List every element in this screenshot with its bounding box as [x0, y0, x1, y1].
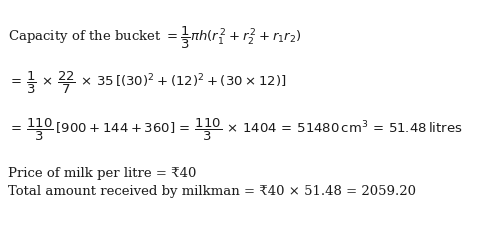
Text: Capacity of the bucket $= \dfrac{1}{3}\pi h(r_1^{\,2}+r_2^{\,2}+r_1r_2)$: Capacity of the bucket $= \dfrac{1}{3}\p… — [8, 25, 302, 51]
Text: $=\,\dfrac{1}{3}\,\times\,\dfrac{22}{7}\,\times\,35\,[(30)^2+(12)^2+(30\times 12: $=\,\dfrac{1}{3}\,\times\,\dfrac{22}{7}\… — [8, 70, 287, 96]
Text: Price of milk per litre = ₹40: Price of milk per litre = ₹40 — [8, 167, 196, 180]
Text: $=\,\dfrac{110}{3}\,[900+144+360]\,=\,\dfrac{110}{3}\,\times\,1404\,=\,51480\,\m: $=\,\dfrac{110}{3}\,[900+144+360]\,=\,\d… — [8, 117, 462, 143]
Text: Total amount received by milkman = ₹40 × 51.48 = 2059.20: Total amount received by milkman = ₹40 ×… — [8, 185, 416, 198]
